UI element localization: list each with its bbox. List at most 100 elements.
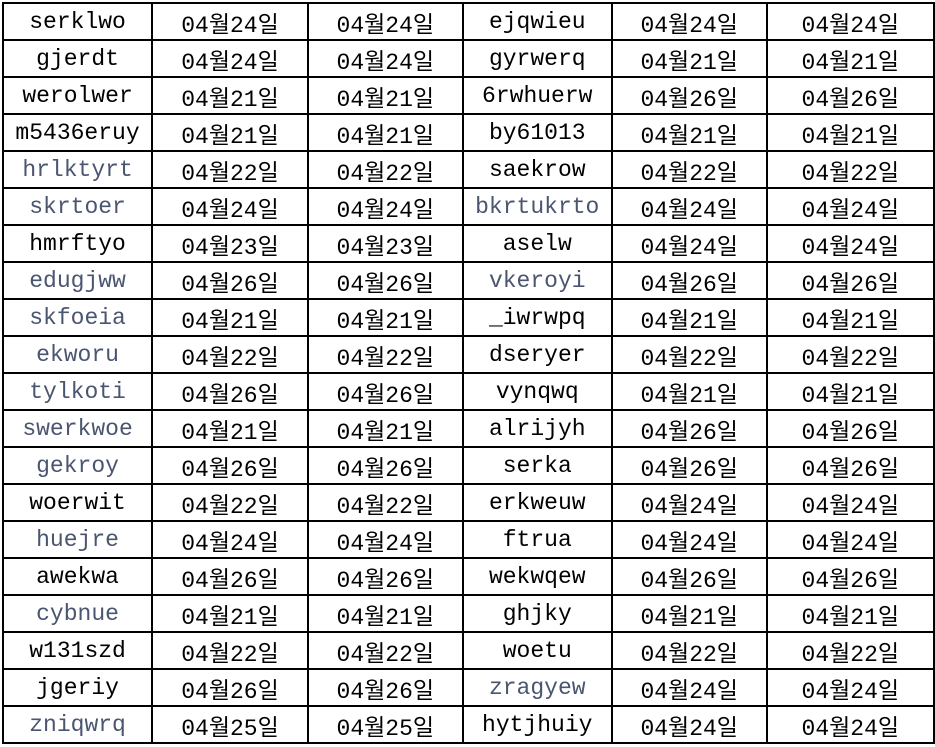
date-cell[interactable]: 04월24일 [151, 2, 309, 41]
date-cell[interactable]: 04월21일 [306, 594, 464, 633]
date-cell[interactable]: 04월22일 [610, 335, 768, 374]
date-cell[interactable]: 04월26일 [151, 261, 309, 300]
name-cell[interactable]: werolwer [1, 76, 154, 115]
date-cell[interactable]: 04월26일 [306, 372, 464, 411]
name-cell[interactable]: dseryer [461, 335, 613, 374]
name-cell[interactable]: alrijyh [461, 409, 613, 448]
name-cell[interactable]: gekroy [1, 446, 154, 485]
date-cell[interactable]: 04월21일 [765, 113, 935, 152]
name-cell[interactable]: awekwa [1, 557, 154, 596]
name-cell[interactable]: ekworu [1, 335, 154, 374]
date-cell[interactable]: 04월21일 [306, 113, 464, 152]
date-cell[interactable]: 04월21일 [610, 298, 768, 337]
date-cell[interactable]: 04월24일 [151, 187, 309, 226]
name-cell[interactable]: skfoeia [1, 298, 154, 337]
date-cell[interactable]: 04월22일 [306, 335, 464, 374]
date-cell[interactable]: 04월26일 [151, 668, 309, 707]
date-cell[interactable]: 04월24일 [151, 39, 309, 78]
name-cell[interactable]: by61013 [461, 113, 613, 152]
name-cell[interactable]: cybnue [1, 594, 154, 633]
date-cell[interactable]: 04월22일 [151, 150, 309, 189]
date-cell[interactable]: 04월21일 [151, 594, 309, 633]
date-cell[interactable]: 04월21일 [151, 298, 309, 337]
name-cell[interactable]: saekrow [461, 150, 613, 189]
date-cell[interactable]: 04월24일 [610, 705, 768, 744]
date-cell[interactable]: 04월26일 [306, 446, 464, 485]
date-cell[interactable]: 04월21일 [610, 594, 768, 633]
date-cell[interactable]: 04월21일 [765, 39, 935, 78]
date-cell[interactable]: 04월24일 [765, 705, 935, 744]
name-cell[interactable]: ftrua [461, 520, 613, 559]
name-cell[interactable]: vynqwq [461, 372, 613, 411]
date-cell[interactable]: 04월24일 [610, 187, 768, 226]
date-cell[interactable]: 04월24일 [306, 2, 464, 41]
date-cell[interactable]: 04월24일 [306, 520, 464, 559]
date-cell[interactable]: 04월26일 [151, 446, 309, 485]
date-cell[interactable]: 04월26일 [151, 372, 309, 411]
name-cell[interactable]: vkeroyi [461, 261, 613, 300]
name-cell[interactable]: skrtoer [1, 187, 154, 226]
date-cell[interactable]: 04월21일 [610, 372, 768, 411]
date-cell[interactable]: 04월21일 [151, 113, 309, 152]
date-cell[interactable]: 04월24일 [610, 520, 768, 559]
date-cell[interactable]: 04월26일 [610, 76, 768, 115]
name-cell[interactable]: tylkoti [1, 372, 154, 411]
date-cell[interactable]: 04월21일 [765, 298, 935, 337]
date-cell[interactable]: 04월23일 [306, 224, 464, 263]
date-cell[interactable]: 04월21일 [306, 76, 464, 115]
date-cell[interactable]: 04월22일 [306, 631, 464, 670]
date-cell[interactable]: 04월22일 [151, 631, 309, 670]
name-cell[interactable]: aselw [461, 224, 613, 263]
date-cell[interactable]: 04월24일 [765, 224, 935, 263]
name-cell[interactable]: ejqwieu [461, 2, 613, 41]
date-cell[interactable]: 04월22일 [306, 150, 464, 189]
date-cell[interactable]: 04월22일 [765, 335, 935, 374]
date-cell[interactable]: 04월21일 [306, 409, 464, 448]
date-cell[interactable]: 04월25일 [306, 705, 464, 744]
date-cell[interactable]: 04월26일 [151, 557, 309, 596]
name-cell[interactable]: ghjky [461, 594, 613, 633]
date-cell[interactable]: 04월26일 [765, 409, 935, 448]
date-cell[interactable]: 04월24일 [610, 483, 768, 522]
date-cell[interactable]: 04월24일 [610, 224, 768, 263]
date-cell[interactable]: 04월26일 [610, 409, 768, 448]
date-cell[interactable]: 04월24일 [765, 483, 935, 522]
date-cell[interactable]: 04월22일 [610, 631, 768, 670]
date-cell[interactable]: 04월22일 [306, 483, 464, 522]
date-cell[interactable]: 04월24일 [306, 187, 464, 226]
date-cell[interactable]: 04월26일 [765, 557, 935, 596]
name-cell[interactable]: w131szd [1, 631, 154, 670]
date-cell[interactable]: 04월21일 [765, 594, 935, 633]
name-cell[interactable]: jgeriy [1, 668, 154, 707]
date-cell[interactable]: 04월26일 [610, 261, 768, 300]
date-cell[interactable]: 04월21일 [610, 113, 768, 152]
name-cell[interactable]: m5436eruy [1, 113, 154, 152]
name-cell[interactable]: gjerdt [1, 39, 154, 78]
date-cell[interactable]: 04월21일 [151, 409, 309, 448]
name-cell[interactable]: woetu [461, 631, 613, 670]
name-cell[interactable]: serka [461, 446, 613, 485]
name-cell[interactable]: bkrtukrto [461, 187, 613, 226]
name-cell[interactable]: hmrftyo [1, 224, 154, 263]
name-cell[interactable]: zniqwrq [1, 705, 154, 744]
name-cell[interactable]: hytjhuiy [461, 705, 613, 744]
name-cell[interactable]: _iwrwpq [461, 298, 613, 337]
date-cell[interactable]: 04월21일 [151, 76, 309, 115]
name-cell[interactable]: wekwqew [461, 557, 613, 596]
date-cell[interactable]: 04월24일 [610, 668, 768, 707]
name-cell[interactable]: zragyew [461, 668, 613, 707]
name-cell[interactable]: woerwit [1, 483, 154, 522]
date-cell[interactable]: 04월26일 [765, 76, 935, 115]
date-cell[interactable]: 04월22일 [151, 483, 309, 522]
name-cell[interactable]: gyrwerq [461, 39, 613, 78]
name-cell[interactable]: huejre [1, 520, 154, 559]
name-cell[interactable]: hrlktyrt [1, 150, 154, 189]
date-cell[interactable]: 04월23일 [151, 224, 309, 263]
date-cell[interactable]: 04월24일 [306, 39, 464, 78]
date-cell[interactable]: 04월25일 [151, 705, 309, 744]
date-cell[interactable]: 04월21일 [306, 298, 464, 337]
date-cell[interactable]: 04월26일 [306, 668, 464, 707]
date-cell[interactable]: 04월26일 [306, 557, 464, 596]
date-cell[interactable]: 04월22일 [765, 631, 935, 670]
date-cell[interactable]: 04월26일 [765, 446, 935, 485]
